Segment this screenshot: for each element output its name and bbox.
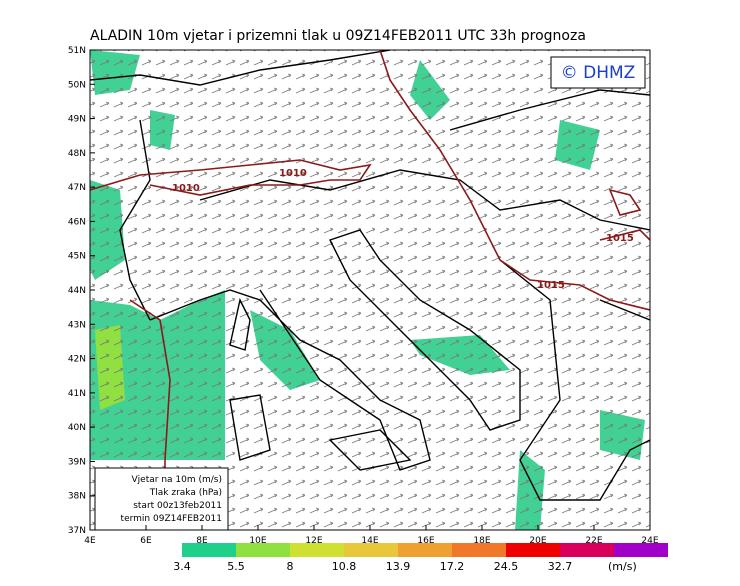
lon-label: 22E <box>585 536 602 546</box>
lat-label: 51N <box>68 46 86 56</box>
colorbar-swatch <box>290 543 344 557</box>
lat-label: 45N <box>68 252 86 262</box>
lon-label: 12E <box>305 536 322 546</box>
colorbar-unit: (m/s) <box>608 560 637 573</box>
colorbar-swatch <box>344 543 398 557</box>
lon-label: 6E <box>140 536 152 546</box>
colorbar-label: 17.2 <box>440 560 465 573</box>
lon-label: 14E <box>361 536 378 546</box>
legend-line: Tlak zraka (hPa) <box>149 488 222 498</box>
isobar-label: 1010 <box>172 183 200 194</box>
lon-label: 10E <box>249 536 266 546</box>
lat-label: 39N <box>68 457 86 467</box>
colorbar-label: 32.7 <box>548 560 573 573</box>
isobar-label: 1015 <box>606 233 634 244</box>
legend-line: termin 09Z14FEB2011 <box>121 514 222 524</box>
colorbar-label: 5.5 <box>227 560 245 573</box>
legend-line: start 00z13feb2011 <box>133 501 222 511</box>
colorbar-swatch <box>452 543 506 557</box>
colorbar-swatch <box>560 543 614 557</box>
lat-label: 40N <box>68 423 86 433</box>
colorbar-label: 3.4 <box>173 560 191 573</box>
lat-label: 44N <box>68 286 86 296</box>
colorbar-label: 8 <box>287 560 294 573</box>
lon-label: 8E <box>196 536 208 546</box>
copyright-box <box>550 56 646 89</box>
lat-label: 37N <box>68 526 86 536</box>
colorbar-swatch <box>236 543 290 557</box>
lat-label: 43N <box>68 320 86 330</box>
lon-label: 16E <box>417 536 434 546</box>
lat-label: 49N <box>68 115 86 125</box>
isobar-label: 1015 <box>537 280 565 291</box>
lon-label: 18E <box>473 536 490 546</box>
lon-label: 4E <box>84 536 96 546</box>
lat-label: 48N <box>68 149 86 159</box>
lon-label: 20E <box>529 536 546 546</box>
legend-line: Vjetar na 10m (m/s) <box>132 475 222 485</box>
isobar-label: 1010 <box>279 168 307 179</box>
lat-label: 41N <box>68 389 86 399</box>
lon-label: 24E <box>641 536 658 546</box>
colorbar-label: 24.5 <box>494 560 519 573</box>
colorbar-swatch <box>182 543 236 557</box>
colorbar-label: 13.9 <box>386 560 411 573</box>
colorbar-swatch <box>506 543 560 557</box>
colorbar-label: 10.8 <box>332 560 357 573</box>
colorbar-swatch <box>614 543 668 557</box>
lat-label: 42N <box>68 355 86 365</box>
colorbar-swatch <box>398 543 452 557</box>
title: ALADIN 10m vjetar i prizemni tlak u 09Z1… <box>90 28 586 44</box>
copyright: © DHMZ <box>561 63 636 83</box>
map: 1010 1010 1015 1015 <box>90 50 650 530</box>
lat-label: 47N <box>68 183 86 193</box>
lat-label: 46N <box>68 217 86 227</box>
lat-label: 50N <box>68 80 86 90</box>
lat-label: 38N <box>68 492 86 502</box>
legend-box <box>94 467 229 531</box>
